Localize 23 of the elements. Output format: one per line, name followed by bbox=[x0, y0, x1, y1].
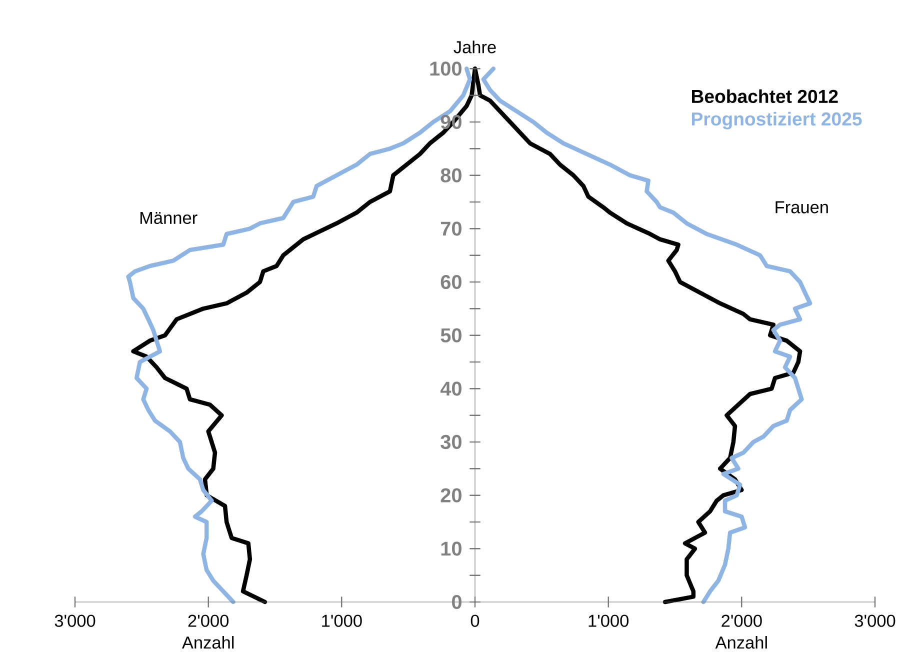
y-tick-label: 100 bbox=[430, 62, 462, 76]
x-tick-label: 1'000 bbox=[588, 614, 629, 627]
y-axis-title: Jahre bbox=[454, 40, 496, 54]
annotation: Männer bbox=[140, 212, 198, 224]
x-tick-label: 3'000 bbox=[854, 614, 896, 627]
x-tick-label: 0 bbox=[470, 614, 480, 627]
y-tick-label: 50 bbox=[440, 328, 462, 342]
text: Prognostiziert 2025 bbox=[692, 112, 862, 130]
y-tick-label: 60 bbox=[440, 274, 462, 290]
x-tick-label: 1'000 bbox=[322, 614, 362, 627]
annotation: Frauen bbox=[776, 201, 828, 214]
y-tick-label: 10 bbox=[441, 542, 462, 556]
y-tick-label: 20 bbox=[440, 488, 462, 502]
x-tick-label: 2'000 bbox=[188, 614, 229, 627]
text: Beobachtet 2012 bbox=[692, 89, 838, 104]
y-tick-label: 70 bbox=[441, 222, 462, 236]
y-tick-label: 80 bbox=[440, 168, 462, 182]
text: Anzahl bbox=[182, 636, 234, 649]
x-tick-label: 3'000 bbox=[54, 614, 96, 627]
y-tick-label: 30 bbox=[440, 434, 462, 450]
x-tick-label: 2'000 bbox=[722, 614, 762, 627]
y-tick-label: 40 bbox=[440, 382, 462, 396]
x-axis-title: Anzahl bbox=[715, 636, 767, 649]
